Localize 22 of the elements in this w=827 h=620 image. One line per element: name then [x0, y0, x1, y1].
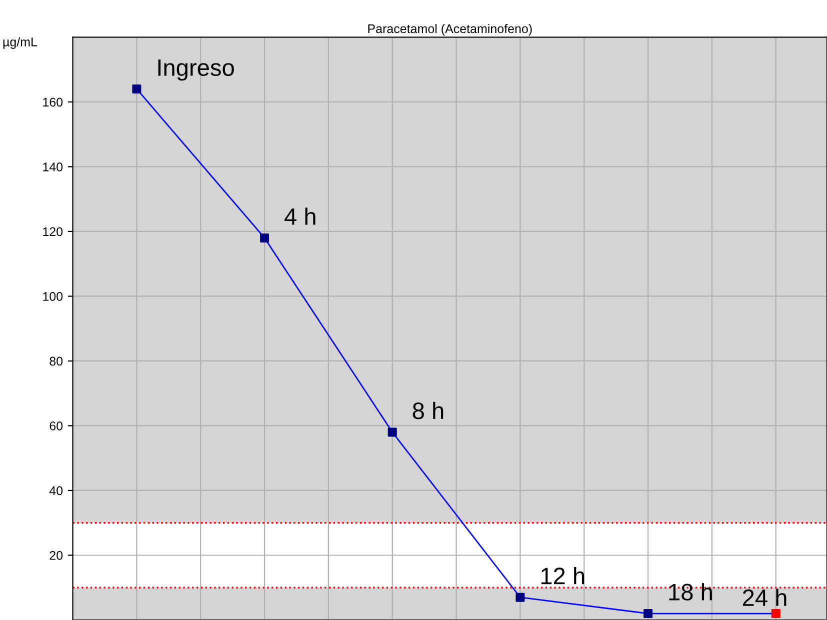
y-tick-label: 20 — [50, 551, 63, 560]
point — [132, 84, 142, 94]
point — [516, 592, 525, 602]
y-tick-label: 160 — [43, 98, 63, 107]
y-tick-label: 100 — [43, 292, 63, 301]
chart-title: Paracetamol (Acetaminofeno) — [368, 24, 532, 36]
point — [388, 428, 397, 437]
annotation: 8 h — [412, 402, 444, 420]
annotation: 24 h — [742, 588, 786, 606]
annotation: Ingreso — [158, 60, 234, 81]
y-tick-label: 60 — [50, 422, 63, 430]
y-tick-label: 140 — [43, 162, 63, 172]
point — [644, 609, 653, 618]
annotation: 18 h — [669, 583, 712, 601]
y-axis-title: µg/mL — [3, 37, 38, 49]
point — [260, 233, 270, 242]
point — [771, 609, 780, 618]
y-tick-label: 40 — [49, 486, 63, 496]
annotation: 12 h — [541, 566, 584, 584]
y-tick-label: 80 — [50, 356, 63, 366]
y-tick-label: 120 — [43, 227, 63, 236]
annotation: 4 h — [284, 208, 316, 225]
